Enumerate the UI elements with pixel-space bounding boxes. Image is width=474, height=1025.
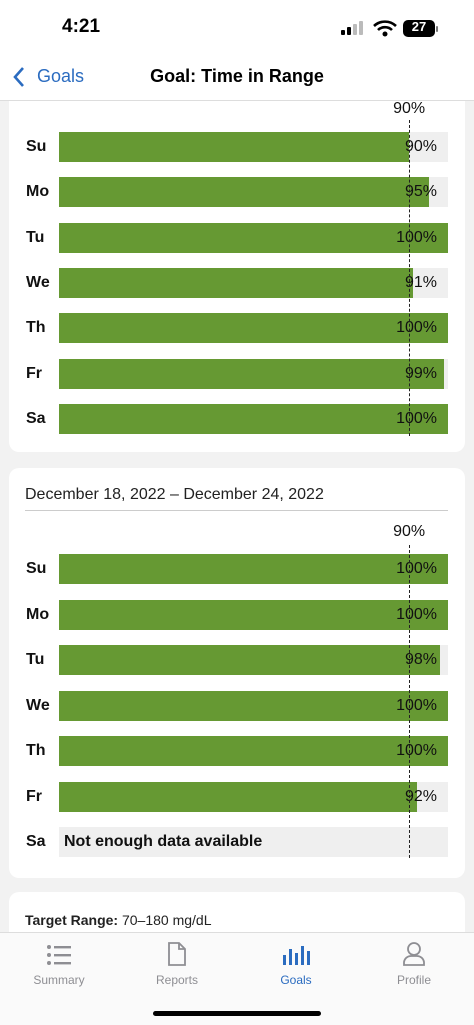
day-label: Su [26, 138, 47, 155]
bar [59, 267, 413, 298]
day-label: Sa [26, 833, 46, 850]
threshold-label: 90% [393, 100, 426, 117]
tab-icon [47, 945, 71, 965]
battery-level: 27 [411, 19, 427, 34]
target-range: Target Range: 70–180 mg/dL [25, 912, 212, 928]
value-label: 100% [396, 605, 437, 623]
value-label: 100% [396, 228, 437, 246]
day-label: We [26, 696, 50, 714]
tab-icon [403, 942, 425, 966]
date-range: December 18, 2022 – December 24, 2022 [25, 486, 324, 503]
bar [59, 736, 448, 766]
tab-goals[interactable]: Goals [280, 973, 312, 987]
day-label: Tu [26, 228, 45, 246]
bar [59, 313, 448, 344]
bar [59, 781, 417, 812]
threshold-line [409, 545, 411, 858]
bar [59, 599, 448, 630]
bar [59, 403, 448, 434]
nav-title: Goal: Time in Range [150, 66, 324, 86]
day-label: Su [26, 560, 47, 577]
bar [59, 645, 441, 675]
back-button[interactable]: Goals [37, 66, 85, 86]
bar [59, 358, 445, 389]
target-value: 70–180 mg/dL [121, 912, 212, 928]
home-indicator [153, 1011, 321, 1016]
value-label: 99% [404, 364, 437, 382]
status-icons [341, 20, 438, 37]
day-label: Th [26, 742, 46, 759]
value-label: 100% [396, 560, 437, 577]
value-label: 95% [404, 183, 437, 201]
day-label: Th [26, 319, 46, 337]
tab-profile[interactable]: Profile [396, 973, 431, 987]
value-label: 100% [396, 742, 437, 759]
bar [59, 177, 429, 208]
bar [59, 222, 448, 253]
value-label: 100% [396, 409, 437, 427]
tab-icon [168, 942, 186, 966]
tab-icon [283, 946, 310, 965]
bar [59, 690, 448, 721]
divider [25, 510, 448, 511]
day-label: Tu [26, 651, 45, 668]
back-chevron[interactable] [12, 66, 26, 88]
value-label: 90% [404, 138, 437, 155]
threshold-label: 90% [393, 523, 426, 540]
header: 4:21 27 Goals Goal: Time in Range [0, 0, 474, 101]
day-label: Sa [26, 409, 46, 427]
tab-bar: Summary Reports Goals Profile [0, 932, 474, 1025]
target-label: Target Range: [25, 912, 119, 928]
day-label: Mo [26, 183, 50, 201]
day-label: Fr [26, 364, 42, 382]
tab-reports[interactable]: Reports [155, 973, 199, 987]
status-time: 4:21 [62, 16, 101, 37]
value-label: 100% [396, 696, 437, 714]
bar [59, 132, 410, 162]
threshold-line [409, 120, 411, 436]
bar-track [59, 827, 448, 857]
day-label: We [26, 273, 50, 291]
tab-summary[interactable]: Summary [33, 973, 85, 987]
value-label: 98% [404, 651, 437, 668]
value-label: 92% [404, 787, 437, 805]
value-label: 91% [404, 273, 437, 291]
no-data-message: Not enough data available [64, 833, 263, 850]
value-label: 100% [396, 319, 437, 337]
day-label: Fr [26, 787, 42, 805]
bar [59, 554, 448, 584]
day-label: Mo [26, 605, 50, 623]
